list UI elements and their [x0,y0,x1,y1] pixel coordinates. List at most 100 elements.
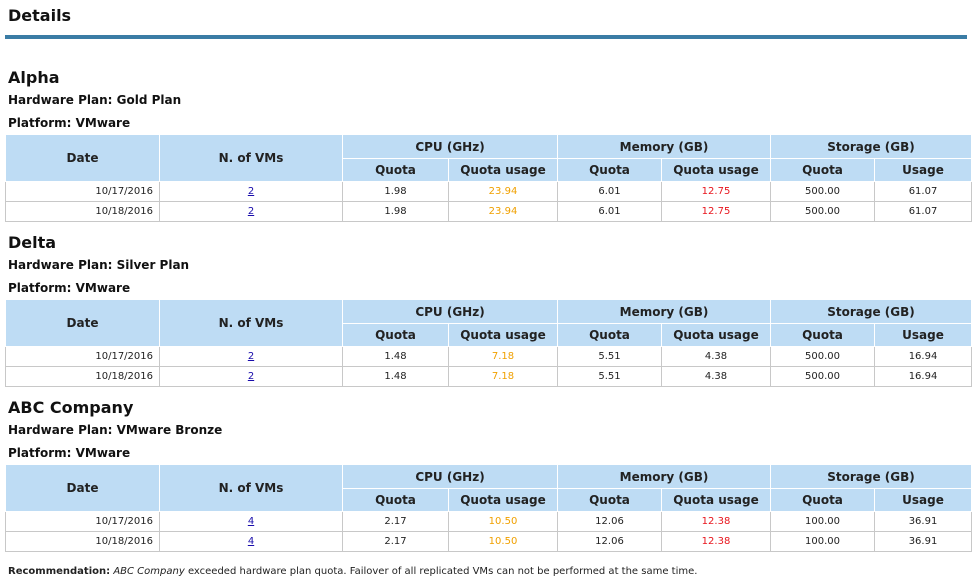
hardware-plan: Hardware Plan: VMware Bronze [8,423,222,437]
cell-storage-quota: 100.00 [770,511,875,532]
platform-value: VMware [75,446,131,460]
cell-storage-quota: 500.00 [770,201,875,222]
hardware-plan-label: Hardware Plan: [8,423,113,437]
platform-value: VMware [75,281,131,295]
table-row: 10/18/2016 2 1.98 23.94 6.01 12.75 500.00 61.07 [5,201,973,222]
cell-storage-usage: 61.07 [873,181,973,202]
header-cpu-quota: Quota [342,323,449,347]
usage-table: Date N. of VMs CPU (GHz) Memory (GB) Storage… [5,464,973,552]
header-date: Date [5,464,160,512]
cell-date: 10/17/2016 [5,511,160,532]
cell-storage-usage: 36.91 [873,511,973,532]
header-storage-usage: Usage [873,158,973,182]
header-cpu-quota-usage: Quota usage [448,323,558,347]
cell-vms: 2 [159,346,343,367]
table-row: 10/18/2016 4 2.17 10.50 12.06 12.38 100.00 36.9… [5,531,973,552]
header-date: Date [5,299,160,347]
usage-table: Date N. of VMs CPU (GHz) Memory (GB) Storage… [5,134,973,222]
vms-link[interactable]: 2 [247,371,255,382]
cell-vms: 2 [159,201,343,222]
cell-mem-quota-usage: 12.38 [661,511,771,532]
header-cpu: CPU (GHz) [342,134,558,159]
cell-storage-quota: 500.00 [770,346,875,367]
header-storage: Storage (GB) [769,299,973,324]
cell-date: 10/17/2016 [5,346,160,367]
cell-vms: 4 [159,531,343,552]
recommendation-label: Recommendation: [8,566,111,577]
header-vms: N. of VMs [159,464,343,512]
cell-storage-quota: 500.00 [770,181,875,202]
header-storage-usage: Usage [873,488,973,512]
hardware-plan-value: VMware Bronze [116,423,223,437]
hardware-plan-label: Hardware Plan: [8,258,113,272]
header-mem-quota: Quota [557,158,662,182]
header-mem-quota-usage: Quota usage [661,158,771,182]
vms-link[interactable]: 4 [247,516,255,527]
header-storage-usage: Usage [873,323,973,347]
customer-name: Delta [8,233,57,252]
cell-storage-usage: 61.07 [873,201,973,222]
cell-cpu-quota-usage: 10.50 [448,531,558,552]
platform-label: Platform: [8,281,72,295]
cell-mem-quota-usage: 4.38 [661,366,771,387]
cell-cpu-quota-usage: 7.18 [448,366,558,387]
platform-label: Platform: [8,446,72,460]
header-cpu-quota-usage: Quota usage [448,158,558,182]
cell-mem-quota-usage: 12.38 [661,531,771,552]
cell-date: 10/18/2016 [5,201,160,222]
platform-value: VMware [75,116,131,130]
cell-mem-quota-usage: 12.75 [661,181,771,202]
cell-mem-quota: 6.01 [557,181,662,202]
vms-link[interactable]: 2 [247,206,255,217]
header-memory: Memory (GB) [557,299,771,324]
page-title: Details [8,6,72,25]
cell-storage-quota: 500.00 [770,366,875,387]
header-storage-quota: Quota [770,323,875,347]
cell-cpu-quota: 2.17 [342,531,449,552]
table-row: 10/18/2016 2 1.48 7.18 5.51 4.38 500.00 16.94 [5,366,973,387]
cell-vms: 2 [159,181,343,202]
header-cpu: CPU (GHz) [342,464,558,489]
hardware-plan: Hardware Plan: Silver Plan [8,258,189,272]
customer-name: Alpha [8,68,60,87]
title-divider [5,35,967,39]
header-vms: N. of VMs [159,299,343,347]
cell-date: 10/17/2016 [5,181,160,202]
platform-label: Platform: [8,116,72,130]
header-memory: Memory (GB) [557,464,771,489]
cell-mem-quota-usage: 4.38 [661,346,771,367]
vms-link[interactable]: 2 [247,186,255,197]
hardware-plan-value: Gold Plan [116,93,182,107]
header-memory: Memory (GB) [557,134,771,159]
header-storage-quota: Quota [770,488,875,512]
vms-link[interactable]: 4 [247,536,255,547]
header-cpu: CPU (GHz) [342,299,558,324]
table-row: 10/17/2016 4 2.17 10.50 12.06 12.38 100.00 36.9… [5,511,973,532]
header-vms: N. of VMs [159,134,343,182]
platform: Platform: VMware [8,116,130,130]
cell-cpu-quota-usage: 23.94 [448,201,558,222]
cell-mem-quota: 5.51 [557,366,662,387]
header-mem-quota-usage: Quota usage [661,488,771,512]
cell-mem-quota: 12.06 [557,531,662,552]
cell-vms: 4 [159,511,343,532]
cell-storage-usage: 36.91 [873,531,973,552]
platform: Platform: VMware [8,281,130,295]
cell-mem-quota: 6.01 [557,201,662,222]
cell-mem-quota-usage: 12.75 [661,201,771,222]
hardware-plan-value: Silver Plan [116,258,190,272]
cell-cpu-quota-usage: 23.94 [448,181,558,202]
vms-link[interactable]: 2 [247,351,255,362]
hardware-plan: Hardware Plan: Gold Plan [8,93,181,107]
header-mem-quota-usage: Quota usage [661,323,771,347]
cell-storage-usage: 16.94 [873,346,973,367]
cell-mem-quota: 12.06 [557,511,662,532]
cell-cpu-quota: 2.17 [342,511,449,532]
usage-table: Date N. of VMs CPU (GHz) Memory (GB) Storage… [5,299,973,387]
cell-storage-usage: 16.94 [873,366,973,387]
cell-cpu-quota: 1.48 [342,366,449,387]
header-storage: Storage (GB) [769,464,973,489]
header-cpu-quota: Quota [342,488,449,512]
cell-cpu-quota: 1.48 [342,346,449,367]
header-storage: Storage (GB) [769,134,973,159]
